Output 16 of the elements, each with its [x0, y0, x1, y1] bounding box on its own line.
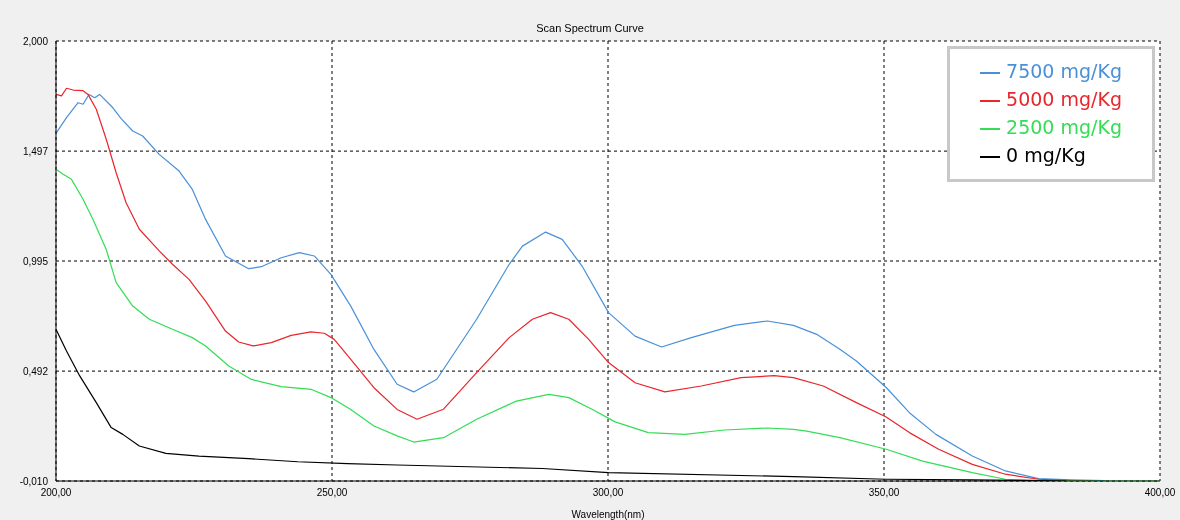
x-tick-label: 400,00 — [1144, 487, 1176, 499]
y-tick-label: -0,010 — [19, 475, 49, 487]
legend-label: 5000 mg/Kg — [1005, 87, 1122, 112]
legend-label: 7500 mg/Kg — [1005, 59, 1122, 84]
x-tick-label: 350,00 — [868, 487, 900, 499]
y-tick-label: 0,995 — [22, 255, 49, 267]
y-tick-label: 2,000 — [22, 35, 49, 47]
y-tick-label: 0,492 — [22, 365, 49, 377]
x-axis-title: Wavelength(nm) — [571, 509, 645, 520]
x-tick-label: 250,00 — [316, 487, 348, 499]
x-tick-label: 200,00 — [40, 487, 72, 499]
x-tick-label: 300,00 — [592, 487, 624, 499]
legend-label: 2500 mg/Kg — [1005, 115, 1122, 140]
y-tick-label: 1,497 — [22, 145, 49, 157]
legend-label: 0 mg/Kg — [1005, 143, 1087, 168]
chart-title: Scan Spectrum Curve — [535, 22, 645, 34]
